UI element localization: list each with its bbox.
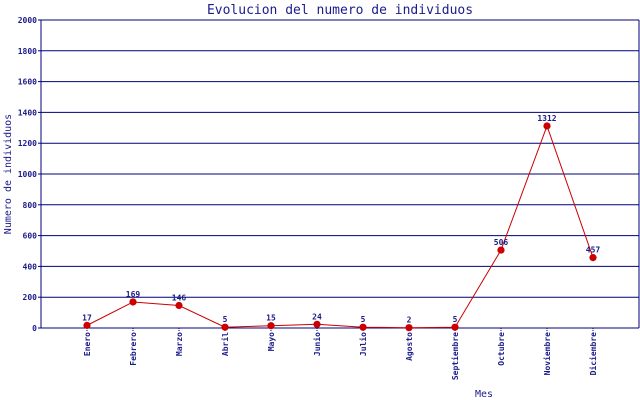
data-point [221, 323, 229, 331]
data-label: 457 [586, 246, 601, 255]
data-labels: 17 169 146 5 15 24 5 2 5 506 1312 457 [82, 114, 600, 325]
x-tick-label: Agosto [405, 332, 414, 361]
x-tick-label: Diciembre [588, 332, 598, 376]
data-label: 506 [494, 238, 509, 247]
data-point [313, 320, 321, 328]
data-label: 17 [82, 313, 92, 322]
x-tick-label: Julio [358, 332, 368, 356]
data-label: 5 [223, 315, 228, 324]
data-label: 169 [126, 290, 141, 299]
data-label: 15 [266, 314, 276, 323]
y-axis-ticks: 0 200 400 600 800 1000 1200 1400 1600 1800 2000 [18, 16, 41, 333]
data-point [543, 122, 551, 130]
y-tick-label: 1000 [18, 170, 37, 179]
x-tick-label: Mayo [267, 332, 276, 351]
data-point [405, 324, 413, 332]
data-point [129, 298, 137, 306]
y-tick-label: 1800 [18, 47, 37, 56]
x-tick-label: Septiembre [450, 332, 460, 380]
x-tick-label: Abril [220, 332, 230, 356]
y-tick-label: 200 [23, 293, 38, 302]
data-point [451, 323, 459, 331]
x-tick-label: Junio [312, 332, 322, 356]
data-label: 146 [172, 294, 187, 303]
series [83, 122, 597, 332]
data-label: 2 [407, 316, 412, 325]
y-tick-label: 1600 [18, 78, 37, 87]
y-tick-label: 1400 [18, 108, 37, 117]
series-line [86, 124, 594, 329]
x-tick-label: Octubre [497, 332, 506, 366]
y-tick-label: 0 [32, 324, 37, 333]
y-tick-label: 2000 [18, 16, 37, 25]
data-label: 5 [453, 315, 458, 324]
y-tick-label: 400 [23, 262, 38, 271]
data-point [267, 322, 275, 330]
x-axis-label: Mes [475, 389, 493, 400]
x-tick-label: Febrero [129, 332, 138, 366]
x-tick-label: Marzo [175, 332, 184, 356]
y-tick-label: 600 [23, 232, 38, 241]
y-tick-label: 800 [23, 201, 38, 210]
data-point [175, 301, 183, 310]
y-tick-label: 1200 [18, 139, 37, 148]
y-axis-label: Numero de individuos [3, 114, 14, 234]
data-point [83, 321, 91, 329]
data-label: 5 [361, 315, 366, 324]
data-label: 1312 [537, 114, 556, 123]
data-point [589, 254, 597, 262]
chart-title: Evolucion del numero de individuos [207, 3, 473, 18]
x-tick-label: Enero [83, 332, 92, 356]
data-point [359, 323, 367, 331]
grid [40, 19, 640, 329]
data-label: 24 [312, 312, 322, 321]
x-axis-ticks: Enero Febrero Marzo Abril Mayo Junio Julio Agos… [83, 328, 598, 380]
data-point [497, 246, 505, 254]
x-tick-label: Noviembre [542, 332, 552, 376]
